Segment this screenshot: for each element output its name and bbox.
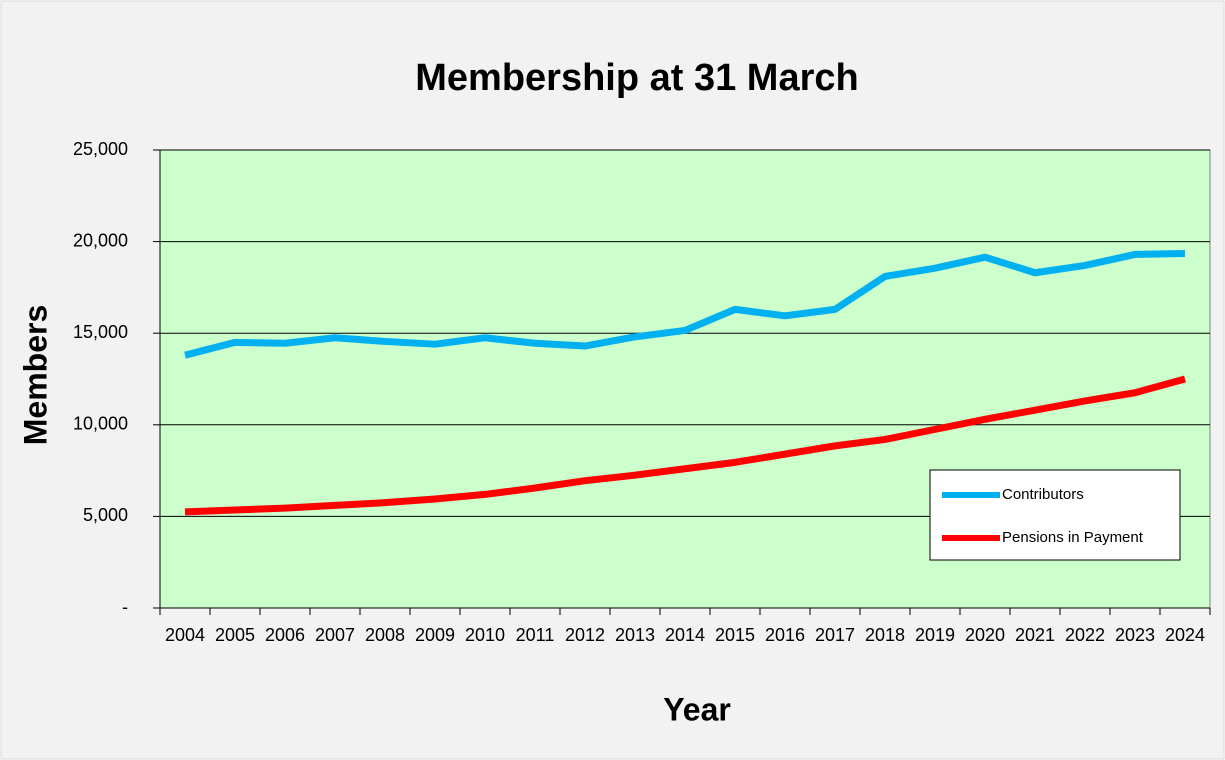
x-tick-label: 2020 <box>965 625 1005 645</box>
x-tick-label: 2004 <box>165 625 205 645</box>
x-tick-label: 2023 <box>1115 625 1155 645</box>
x-tick-label: 2015 <box>715 625 755 645</box>
x-tick-label: 2010 <box>465 625 505 645</box>
x-tick-label: 2021 <box>1015 625 1055 645</box>
x-tick-label: 2008 <box>365 625 405 645</box>
x-tick-label: 2006 <box>265 625 305 645</box>
x-tick-label: 2018 <box>865 625 905 645</box>
chart-title: Membership at 31 March <box>415 57 858 99</box>
x-tick-label: 2011 <box>516 625 555 645</box>
x-tick-label: 2005 <box>215 625 255 645</box>
y-tick-label: 20,000 <box>73 230 128 250</box>
x-tick-label: 2019 <box>915 625 955 645</box>
legend: Contributors Pensions in Payment <box>929 469 1181 561</box>
x-tick-label: 2013 <box>615 625 655 645</box>
y-tick-label: 10,000 <box>73 414 128 434</box>
x-axis-label: Year <box>663 691 731 727</box>
y-tick-label: 5,000 <box>83 505 128 525</box>
y-tick-label: - <box>122 597 128 617</box>
x-tick-label: 2009 <box>415 625 455 645</box>
x-tick-label: 2017 <box>815 625 855 645</box>
x-tick-label: 2012 <box>565 625 605 645</box>
x-tick-label: 2016 <box>765 625 805 645</box>
y-axis-label: Members <box>17 305 53 446</box>
x-tick-label: 2024 <box>1165 625 1205 645</box>
legend-label: Pensions in Payment <box>1002 529 1144 546</box>
x-tick-label: 2014 <box>665 625 705 645</box>
y-tick-label: 15,000 <box>73 322 128 342</box>
y-tick-label: 25,000 <box>73 139 128 159</box>
data-line <box>184 250 1186 359</box>
x-tick-label: 2007 <box>315 625 355 645</box>
legend-label: Contributors <box>1002 486 1084 503</box>
x-tick-label: 2022 <box>1065 625 1105 645</box>
data-line <box>184 375 1186 516</box>
legend-box <box>929 469 1181 561</box>
